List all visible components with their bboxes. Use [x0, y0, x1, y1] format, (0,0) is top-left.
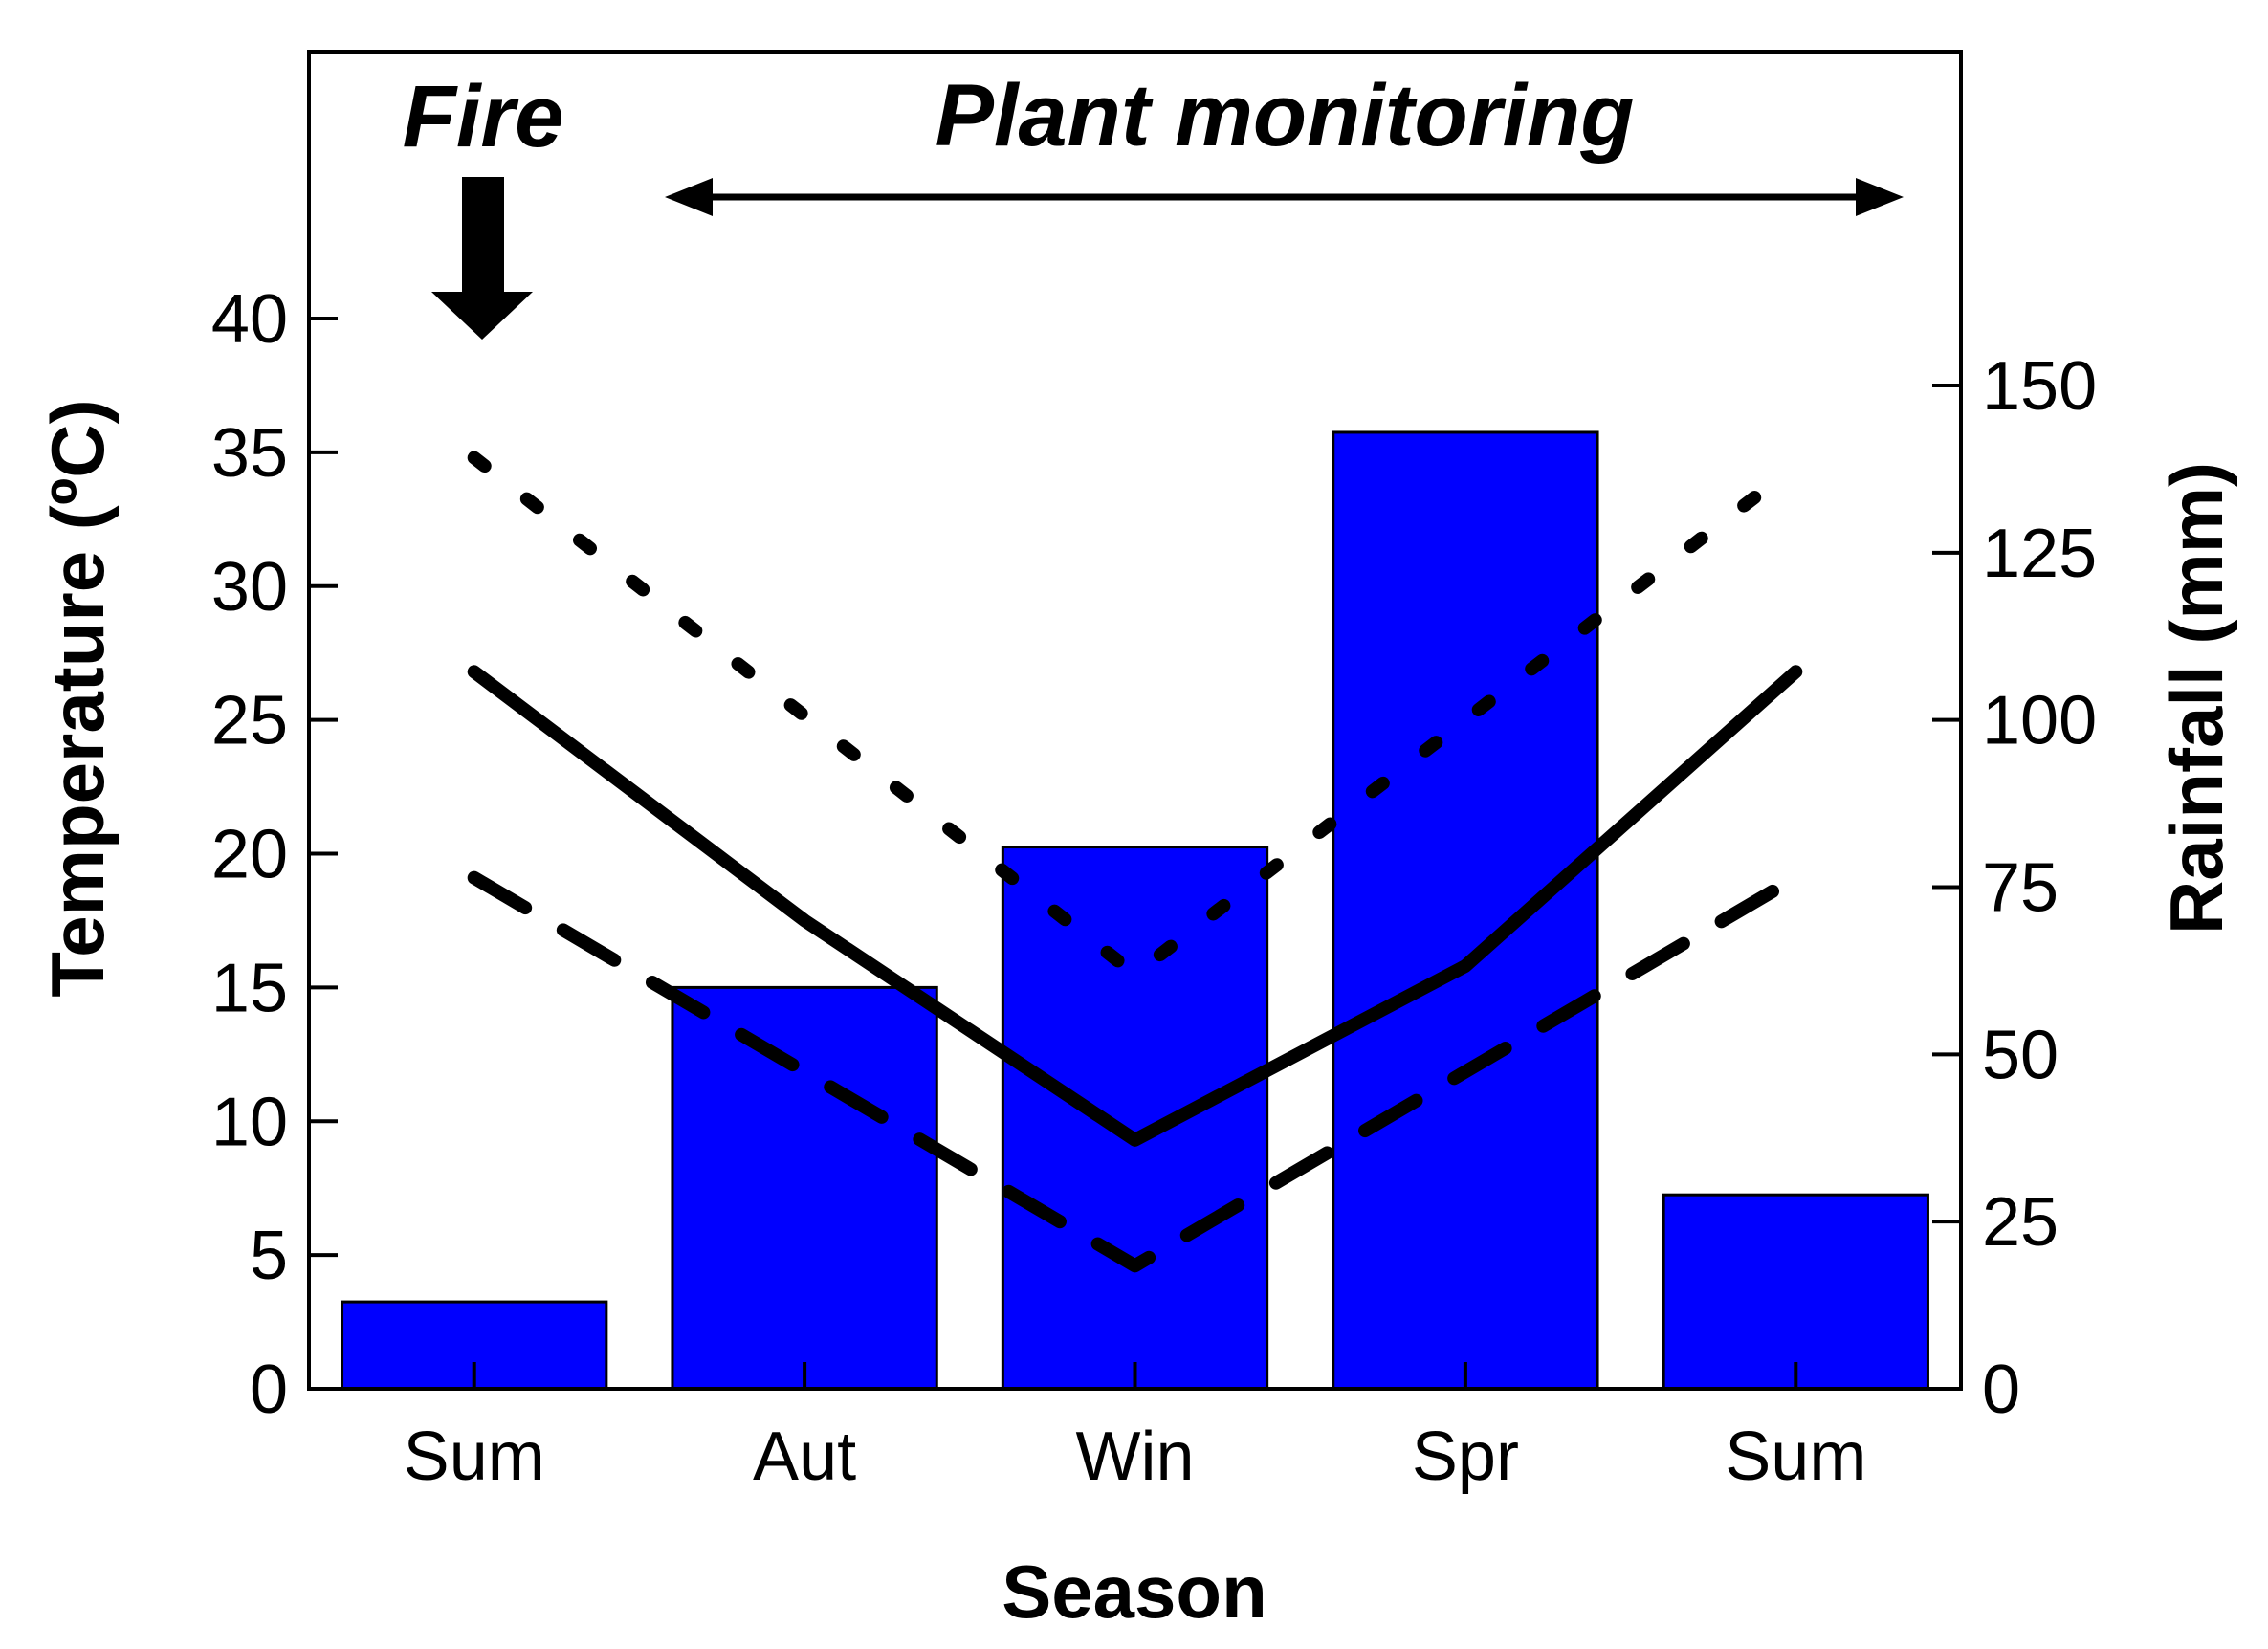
left-tick-label: 30 — [211, 549, 288, 626]
left-tick-label: 0 — [250, 1352, 288, 1428]
rainfall-bar-4 — [1662, 1193, 1929, 1391]
temperature-line-dashed — [467, 870, 1803, 1273]
monitoring-double-arrow-icon — [665, 178, 1904, 216]
right-tick-label: 25 — [1982, 1184, 2059, 1261]
rainfall-bar-3 — [1332, 430, 1599, 1391]
right-tick-label: 125 — [1982, 516, 2097, 592]
x-tick-label: Spr — [1412, 1418, 1519, 1495]
ticks-layer: 0 5 10 15 20 25 30 35 40 0 25 50 75 100 125 150 Sum Aut Wi… — [211, 281, 2097, 1495]
right-tick-label: 50 — [1982, 1017, 2059, 1093]
left-tick-label: 40 — [211, 281, 288, 358]
x-tick-label: Sum — [404, 1418, 545, 1495]
left-tick-label: 20 — [211, 817, 288, 893]
left-axis-title: Temperature (ºC) — [35, 399, 120, 997]
left-tick-label: 5 — [250, 1218, 288, 1294]
monitoring-label: Plant monitoring — [936, 67, 1635, 165]
left-tick-label: 25 — [211, 683, 288, 759]
x-axis-title: Season — [1002, 1550, 1266, 1634]
left-tick-label: 10 — [211, 1084, 288, 1160]
right-tick-label: 150 — [1982, 348, 2097, 425]
rainfall-bar-1 — [671, 985, 938, 1391]
right-tick-label: 0 — [1982, 1352, 2020, 1428]
x-tick-label: Sum — [1725, 1418, 1866, 1495]
temperature-line-solid — [467, 665, 1803, 1147]
right-tick-label: 75 — [1982, 850, 2059, 927]
lines-layer — [467, 451, 1803, 1273]
right-tick-label: 100 — [1982, 683, 2097, 759]
x-tick-label: Aut — [753, 1418, 856, 1495]
bars-layer — [341, 430, 1929, 1391]
left-tick-label: 15 — [211, 950, 288, 1026]
temperature-line-dotted — [467, 451, 1803, 981]
x-tick-label: Win — [1076, 1418, 1195, 1495]
left-tick-label: 35 — [211, 415, 288, 492]
fire-label: Fire — [403, 68, 564, 165]
fire-arrow-icon — [431, 177, 533, 340]
rainfall-bar-2 — [1001, 846, 1269, 1391]
right-axis-title: Rainfall (mm) — [2154, 462, 2238, 934]
